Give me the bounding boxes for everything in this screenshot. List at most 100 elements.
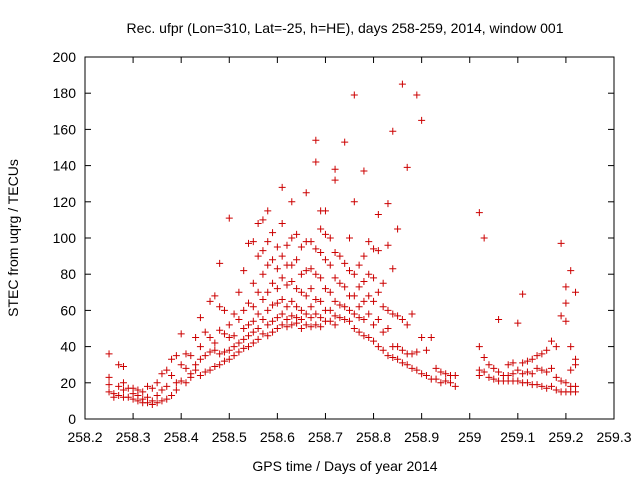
data-point	[355, 283, 363, 291]
data-point	[139, 388, 147, 396]
data-point	[572, 388, 580, 396]
data-point	[317, 248, 325, 256]
data-point	[254, 335, 262, 343]
data-point	[485, 361, 493, 369]
data-point	[182, 379, 190, 387]
data-point	[283, 241, 291, 249]
data-point	[360, 315, 368, 323]
data-point	[269, 256, 277, 264]
data-point	[321, 285, 329, 293]
data-point	[144, 399, 152, 407]
data-point	[523, 357, 531, 365]
data-point	[475, 372, 483, 380]
data-point	[418, 116, 426, 124]
data-point	[249, 238, 257, 246]
data-point	[346, 306, 353, 314]
data-point	[278, 183, 286, 191]
data-point	[220, 306, 228, 314]
data-point	[288, 234, 296, 242]
data-point	[336, 252, 344, 260]
data-point	[317, 314, 325, 322]
data-point	[422, 346, 430, 354]
data-point	[206, 366, 214, 374]
data-point	[370, 337, 378, 345]
x-tick-label: 259	[458, 429, 482, 445]
data-point	[269, 229, 277, 237]
data-point	[254, 220, 262, 228]
data-point	[403, 321, 411, 329]
data-point	[297, 288, 305, 296]
data-point	[533, 352, 541, 360]
data-point	[216, 259, 224, 267]
data-point	[278, 296, 286, 304]
data-point	[240, 306, 248, 314]
data-point	[288, 198, 296, 206]
data-point	[278, 310, 286, 318]
data-point	[403, 361, 411, 369]
data-point	[389, 310, 397, 318]
data-point	[307, 265, 315, 273]
data-point	[317, 323, 325, 331]
data-point	[365, 270, 373, 278]
data-point	[374, 343, 382, 351]
data-point	[370, 245, 378, 253]
data-point	[567, 267, 575, 275]
data-point	[379, 328, 387, 336]
data-point	[547, 364, 555, 372]
data-point	[547, 382, 555, 390]
data-point	[418, 370, 426, 378]
data-point	[283, 315, 291, 323]
data-point	[543, 384, 551, 392]
data-point	[105, 373, 113, 381]
data-point	[196, 343, 204, 351]
data-point	[168, 391, 176, 399]
data-point	[341, 283, 349, 291]
data-point	[259, 216, 267, 224]
x-tick-label: 258.9	[404, 429, 439, 445]
data-point	[350, 270, 358, 278]
data-point	[230, 343, 238, 351]
data-point	[216, 350, 224, 358]
data-point	[216, 326, 224, 334]
data-point	[196, 372, 204, 380]
data-point	[297, 315, 305, 323]
data-point	[355, 328, 363, 336]
data-point	[115, 361, 123, 369]
data-point	[220, 330, 228, 338]
data-point	[374, 247, 382, 255]
data-point	[312, 270, 320, 278]
x-tick-label: 258.2	[67, 429, 102, 445]
data-point	[321, 230, 329, 238]
data-point	[110, 390, 118, 398]
data-point	[360, 297, 368, 305]
data-point	[451, 372, 459, 380]
data-point	[379, 303, 387, 311]
data-point	[350, 325, 358, 332]
y-tick-label: 40	[60, 339, 76, 355]
data-point	[264, 321, 272, 329]
data-point	[389, 127, 397, 135]
data-point	[201, 368, 209, 376]
data-point	[148, 384, 156, 392]
data-point	[245, 239, 253, 247]
data-point	[230, 352, 238, 360]
data-point	[196, 314, 204, 322]
data-point	[168, 372, 176, 380]
data-point	[307, 314, 315, 322]
data-point	[403, 163, 411, 171]
data-point	[172, 379, 180, 387]
data-point	[331, 297, 339, 305]
data-point	[413, 348, 421, 356]
x-tick-labels: 258.2 258.3 258.4 258.5 258.6 258.7 258.8 258.9…	[67, 429, 631, 445]
data-point	[283, 303, 291, 311]
data-point	[269, 301, 277, 309]
data-point	[360, 332, 368, 340]
data-point	[273, 299, 281, 307]
x-tick-label: 258.4	[164, 429, 199, 445]
data-point	[519, 290, 527, 298]
data-point	[437, 368, 445, 376]
y-tick-label: 0	[68, 411, 76, 427]
data-point	[249, 328, 257, 336]
data-point	[557, 239, 565, 247]
x-tick-label: 258.8	[356, 429, 391, 445]
